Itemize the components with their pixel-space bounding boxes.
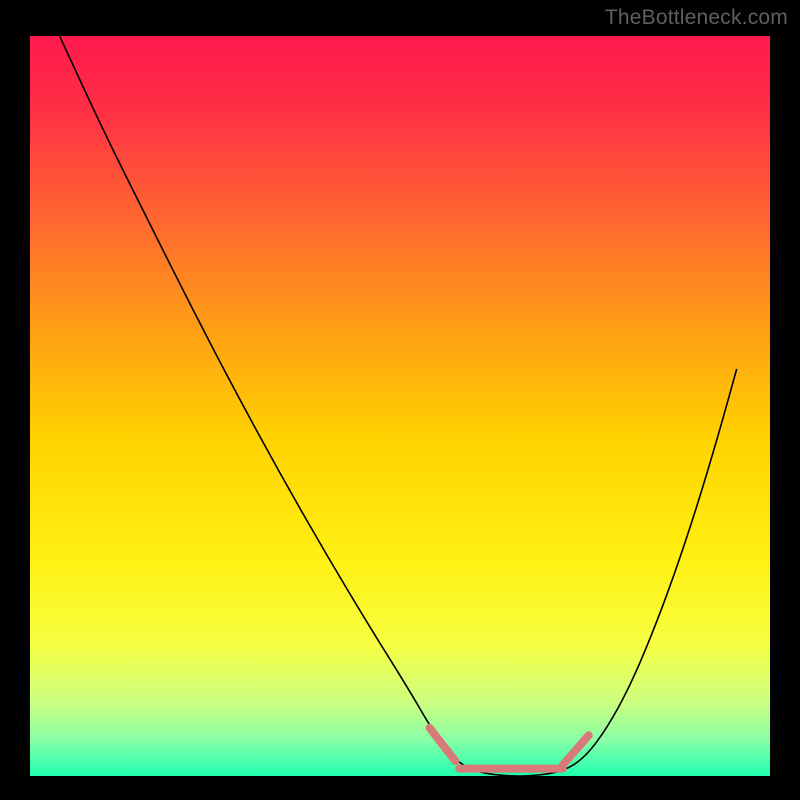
chart-background xyxy=(30,36,770,776)
bottleneck-chart xyxy=(30,36,770,776)
watermark: TheBottleneck.com xyxy=(605,6,788,30)
chart-area xyxy=(30,36,770,776)
